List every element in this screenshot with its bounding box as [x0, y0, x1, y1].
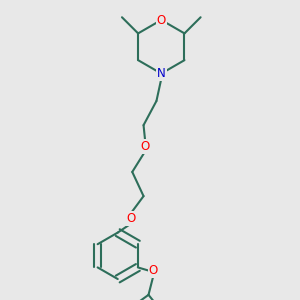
Text: O: O — [149, 264, 158, 277]
Text: O: O — [140, 140, 150, 153]
Text: N: N — [157, 67, 166, 80]
Text: O: O — [126, 212, 135, 225]
Text: O: O — [157, 14, 166, 26]
